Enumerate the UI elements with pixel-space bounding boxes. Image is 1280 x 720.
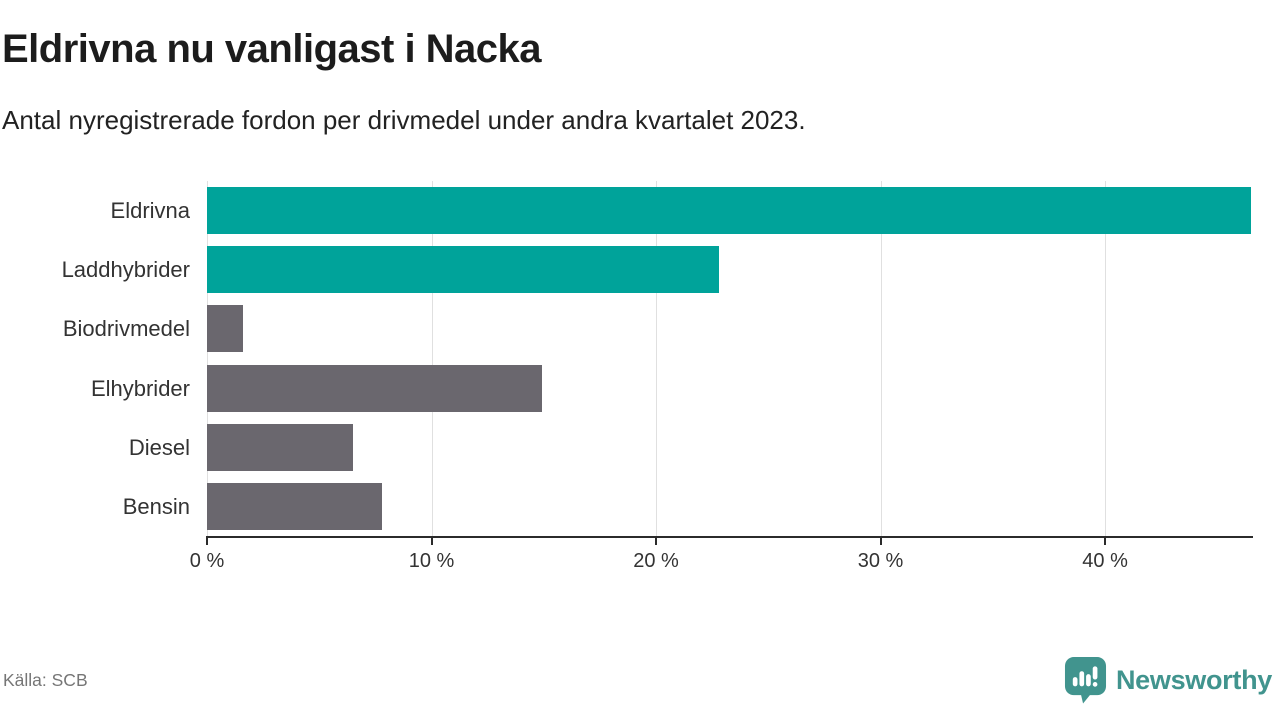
category-label-eldrivna: Eldrivna bbox=[110, 198, 190, 223]
x-tick-40 bbox=[1104, 536, 1107, 545]
bar-biodrivmedel bbox=[207, 305, 243, 353]
gridline-20 bbox=[656, 181, 658, 536]
gridline-40 bbox=[1105, 181, 1107, 536]
bar-eldrivna bbox=[207, 187, 1251, 235]
x-tick-label-40: 40 % bbox=[1082, 550, 1128, 572]
bar-elhybrider bbox=[207, 364, 542, 412]
gridline-30 bbox=[880, 181, 882, 536]
newsworthy-logo-text: Newsworthy bbox=[1115, 664, 1272, 695]
x-tick-label-10: 10 % bbox=[408, 550, 455, 572]
bar-laddhybrider bbox=[207, 246, 719, 294]
gridline-10 bbox=[431, 181, 433, 536]
bar-bensin bbox=[207, 482, 383, 530]
category-label-bensin: Bensin bbox=[122, 493, 190, 519]
x-tick-10 bbox=[430, 536, 433, 545]
chart-subtitle: Antal nyregistrerade fordon per drivmede… bbox=[2, 105, 806, 135]
x-tick-label-20: 20 % bbox=[633, 550, 679, 572]
gridline-0 bbox=[207, 181, 208, 536]
x-axis-line bbox=[207, 536, 1253, 538]
x-tick-label-30: 30 % bbox=[857, 550, 904, 572]
x-tick-20 bbox=[655, 536, 658, 545]
x-tick-30 bbox=[879, 536, 882, 545]
category-label-diesel: Diesel bbox=[128, 434, 190, 460]
category-label-laddhybrider: Laddhybrider bbox=[61, 257, 190, 283]
source-note: Källa: SCB bbox=[3, 670, 88, 690]
category-label-biodrivmedel: Biodrivmedel bbox=[62, 316, 190, 342]
chart-title: Eldrivna nu vanligast i Nacka bbox=[2, 27, 542, 71]
x-tick-0 bbox=[206, 536, 208, 545]
category-label-elhybrider: Elhybrider bbox=[90, 375, 190, 401]
bar-diesel bbox=[207, 423, 353, 471]
newsworthy-logo-icon bbox=[1064, 657, 1106, 704]
newsworthy-logo[interactable]: Newsworthy bbox=[1064, 656, 1272, 704]
x-tick-label-0: 0 % bbox=[189, 550, 225, 572]
